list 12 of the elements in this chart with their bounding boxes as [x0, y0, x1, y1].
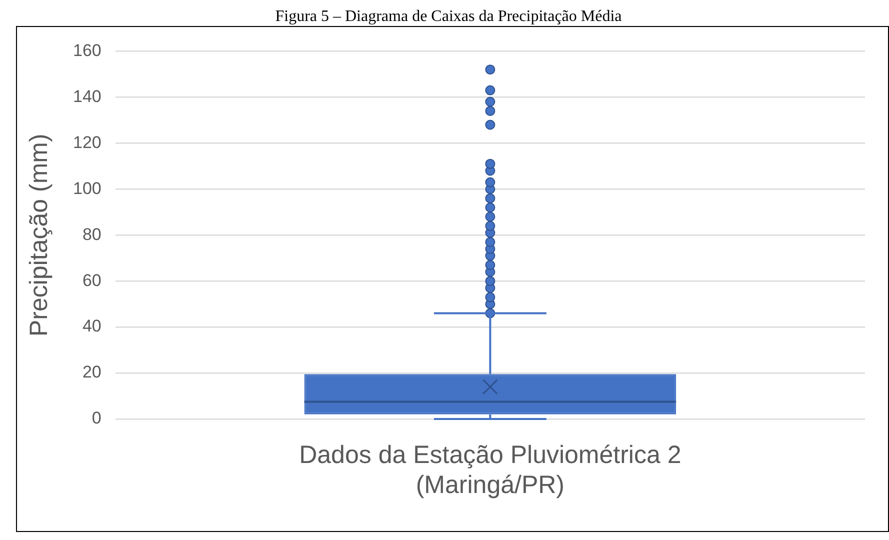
y-tick-label: 160	[72, 40, 102, 60]
y-tick-label: 120	[72, 132, 102, 152]
y-tick-label: 100	[72, 178, 102, 198]
y-tick-label: 20	[82, 362, 102, 382]
y-axis-title: Precipitação (mm)	[24, 134, 53, 337]
y-tick-label: 140	[72, 86, 102, 106]
chart-title: Figura 5 – Diagrama de Caixas da Precipitação Média	[274, 8, 623, 26]
y-tick-label: 40	[82, 316, 102, 336]
y-tick-label: 80	[82, 224, 102, 244]
y-tick-label: 60	[82, 270, 102, 290]
x-tick-label: Dados da Estação Pluviométrica 2 (Maringá/PR)	[299, 440, 682, 499]
y-tick-label: 0	[92, 408, 102, 428]
